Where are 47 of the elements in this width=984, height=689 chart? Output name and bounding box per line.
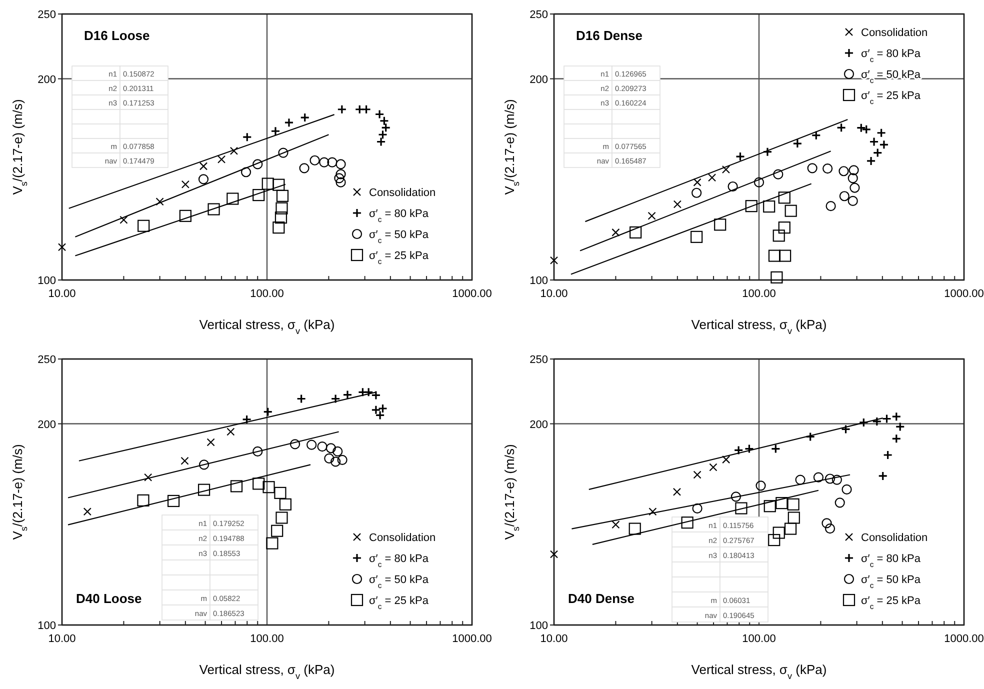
legend-label: σ′$_{c}$ = 25 kPa [369, 250, 430, 266]
legend-label: σ′$_{c}$ = 80 kPa [369, 553, 430, 568]
x-tick-label: 10.00 [48, 633, 76, 645]
x-tick-label: 100.00 [250, 633, 284, 645]
legend-label: σ′$_{c}$ = 50 kPa [369, 229, 430, 244]
y-tick-label: 250 [38, 9, 56, 21]
text: D16 Loose [84, 28, 150, 43]
x-tick-label: 10.00 [48, 288, 76, 300]
x-axis-title: Vertical stress, σ$_{v}$ (kPa) [199, 662, 335, 681]
x-tick-label: 100.00 [250, 288, 284, 300]
x-tick-label: 100.00 [742, 288, 776, 300]
text: D16 Dense [576, 28, 642, 43]
legend-label: σ′$_{c}$ = 50 kPa [369, 574, 430, 590]
y-tick-label: 100 [38, 620, 56, 632]
text: D40 Loose [76, 591, 142, 606]
legend-label: σ′$_{c}$ = 25 kPa [861, 90, 922, 106]
x-axis-title: Vertical stress, σ$_{v}$ (kPa) [199, 317, 335, 336]
x-tick-label: 10.00 [540, 288, 568, 300]
y-tick-label: 250 [38, 354, 56, 366]
legend-label: Consolidation [369, 532, 436, 544]
x-tick-label: 1000.00 [944, 633, 984, 645]
y-tick-label: 250 [530, 9, 548, 21]
x-tick-label: 100.00 [742, 633, 776, 645]
legend-label: σ′$_{c}$ = 80 kPa [861, 553, 922, 568]
legend-label: Consolidation [861, 532, 928, 544]
legend-label: Consolidation [369, 187, 436, 199]
y-tick-label: 200 [38, 74, 56, 86]
legend-label: σ′$_{c}$ = 25 kPa [369, 595, 430, 610]
legend-label: σ′$_{c}$ = 80 kPa [861, 48, 922, 64]
legend-label: σ′$_{c}$ = 25 kPa [861, 595, 922, 610]
y-tick-label: 100 [530, 275, 548, 287]
legend-label: σ′$_{c}$ = 50 kPa [861, 574, 922, 590]
y-tick-label: 250 [530, 354, 548, 366]
y-tick-label: 200 [530, 418, 548, 431]
y-tick-label: 200 [530, 74, 548, 86]
y-tick-label: 100 [38, 275, 56, 287]
text: D40 Dense [568, 591, 634, 606]
y-tick-label: 200 [38, 418, 56, 431]
y-tick-label: 100 [530, 620, 548, 632]
x-tick-label: 10.00 [540, 633, 568, 645]
x-axis-title: Vertical stress, σ$_{v}$ (kPa) [691, 317, 827, 336]
x-tick-label: 1000.00 [452, 633, 492, 645]
legend-label: σ′$_{c}$ = 80 kPa [369, 208, 430, 224]
x-axis-title: Vertical stress, σ$_{v}$ (kPa) [691, 662, 827, 681]
x-tick-label: 1000.00 [944, 288, 984, 300]
legend-label: Consolidation [861, 27, 928, 39]
x-tick-label: 1000.00 [452, 288, 492, 300]
